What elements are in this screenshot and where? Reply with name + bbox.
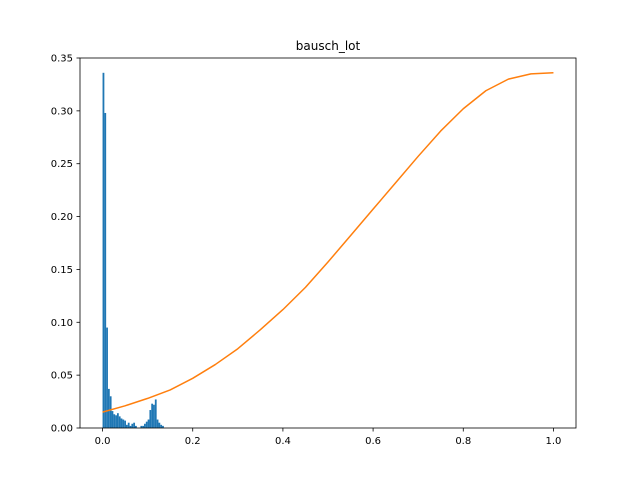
y-tick-label: 0.25 [51, 159, 73, 170]
histogram-bar [135, 425, 137, 428]
histogram-bars [102, 72, 164, 429]
y-tick-label: 0.15 [51, 265, 73, 276]
histogram-bar [131, 423, 134, 428]
histogram-bar [111, 411, 114, 428]
histogram-bar [127, 422, 130, 428]
histogram-bar [140, 425, 143, 428]
histogram-bar [124, 420, 126, 428]
histogram-bar [154, 399, 157, 428]
x-tick-label: 0.6 [365, 436, 381, 447]
x-tick-label: 0.4 [275, 436, 291, 447]
histogram-bar [120, 418, 123, 428]
y-tick-label: 0.30 [51, 106, 73, 117]
histogram-bar [153, 404, 155, 428]
density-line-layer [102, 72, 554, 413]
histogram-bar [149, 410, 152, 428]
histogram-bar [104, 112, 107, 428]
x-tick-label: 0.8 [455, 436, 471, 447]
histogram-bar [107, 388, 110, 428]
histogram-bar [147, 419, 150, 428]
y-tick-label: 0.00 [51, 424, 73, 435]
y-tick-label: 0.05 [51, 371, 73, 382]
plot-frame [79, 57, 577, 429]
histogram-bar [109, 396, 112, 428]
x-tick-label: 1.0 [546, 436, 562, 447]
histogram-bar [116, 413, 119, 428]
histogram-bar [144, 423, 146, 428]
histogram-bar [122, 419, 125, 428]
density-line [102, 72, 554, 413]
histogram-bar [156, 419, 159, 428]
histogram-bar [115, 415, 117, 428]
histogram-bar [142, 425, 145, 428]
histogram-bar [125, 424, 128, 428]
histogram-bar [133, 422, 136, 428]
histogram-bar [158, 422, 161, 428]
y-tick-label: 0.35 [51, 54, 73, 65]
histogram-bar [160, 424, 163, 428]
histogram-bar [118, 416, 121, 428]
histogram-bar [145, 421, 148, 428]
x-tick-label: 0.2 [185, 436, 201, 447]
histogram-bar [106, 327, 108, 428]
y-tick-label: 0.20 [51, 212, 73, 223]
axes: 0.0 0.2 0.4 0.6 0.8 1.0 0.00 0.05 0.10 0.15 0.20 0.… [51, 54, 577, 447]
y-tick-label: 0.10 [51, 318, 73, 329]
chart-title: bausch_lot [296, 39, 361, 53]
histogram-bar [151, 403, 154, 428]
histogram-bar [129, 425, 132, 428]
histogram-bar [162, 425, 164, 428]
histogram-bar [113, 414, 116, 428]
x-tick-label: 0.0 [95, 436, 111, 447]
histogram-bar [102, 72, 105, 429]
